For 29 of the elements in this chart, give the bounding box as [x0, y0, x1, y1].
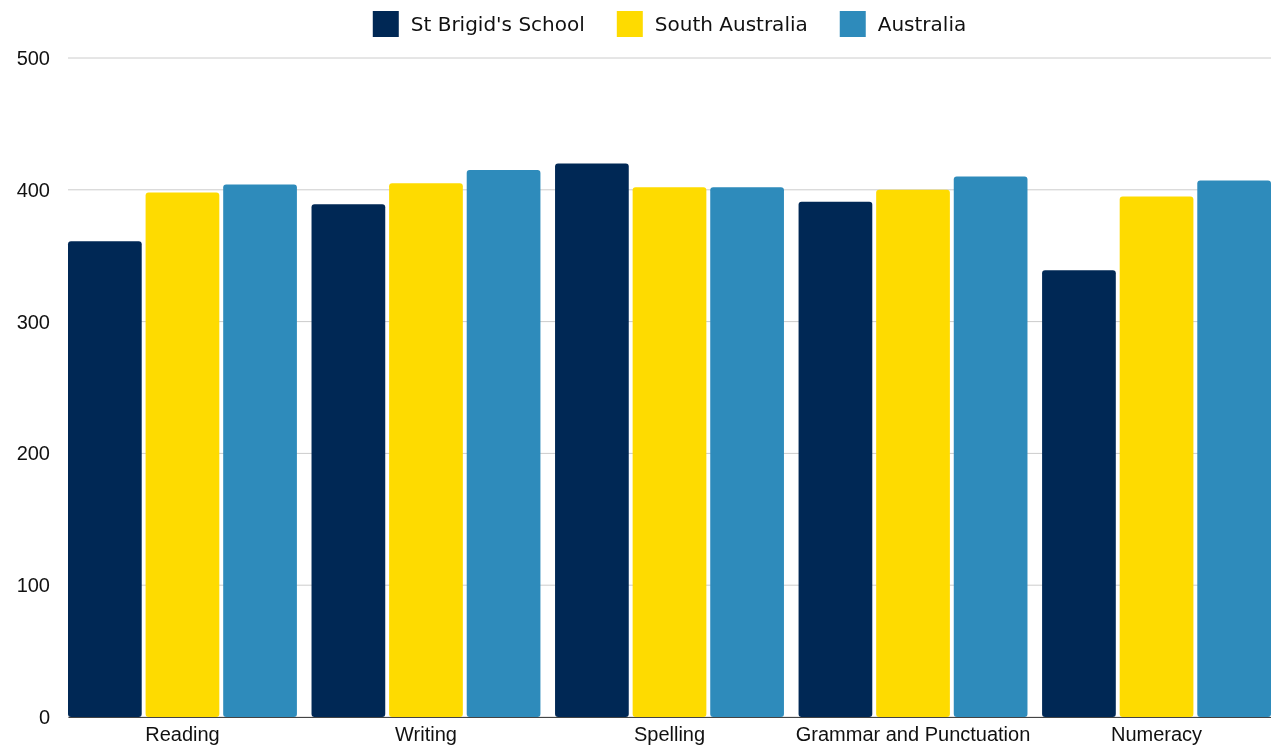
y-tick-label: 0 [38, 705, 50, 728]
y-tick-label: 400 [16, 178, 50, 201]
x-tick-label: Spelling [633, 723, 706, 746]
y-tick-label: 200 [16, 442, 50, 465]
x-tick-label: Grammar and Punctuation [795, 723, 1031, 746]
bar [223, 184, 297, 717]
bar [710, 187, 784, 717]
bar [953, 176, 1028, 717]
bar [555, 163, 629, 717]
legend-label: St Brigid's School [410, 12, 585, 36]
bar [632, 187, 707, 717]
y-tick-label: 300 [16, 310, 50, 333]
bar [1197, 180, 1271, 717]
bar [389, 183, 463, 717]
bar [1119, 196, 1194, 717]
bar [145, 192, 220, 717]
x-tick-label: Reading [145, 723, 220, 746]
x-tick-label: Numeracy [1110, 723, 1203, 746]
legend-label: Australia [877, 12, 967, 36]
y-tick-label: 500 [16, 46, 50, 69]
bar [466, 170, 541, 717]
legend-label: South Australia [654, 12, 808, 36]
bar [876, 189, 950, 717]
bar [798, 201, 873, 717]
bar [1042, 270, 1116, 717]
y-tick-label: 100 [16, 574, 50, 597]
bar [68, 241, 142, 717]
x-tick-label: Writing [395, 723, 457, 746]
bar [311, 204, 386, 717]
